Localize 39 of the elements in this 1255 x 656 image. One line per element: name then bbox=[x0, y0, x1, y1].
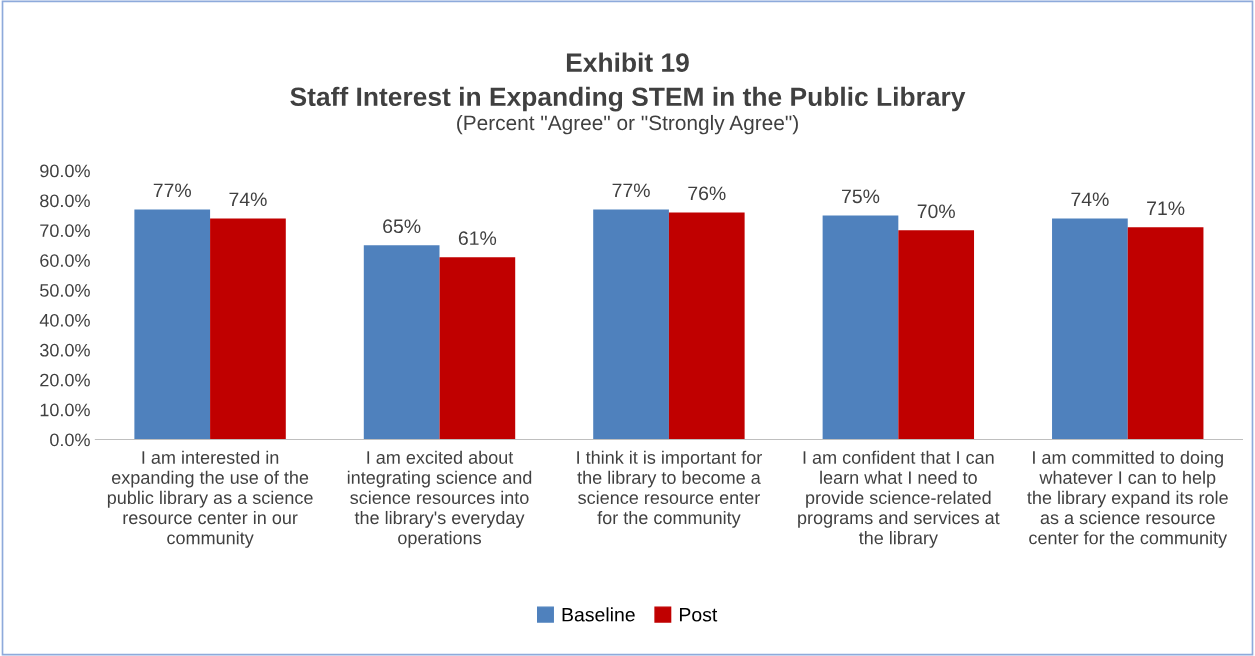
y-tick-label: 70.0% bbox=[40, 224, 90, 238]
legend-label: Post bbox=[679, 607, 718, 622]
x-tick-label: I am confident that I can learn what I need to provide science-related programs and services at the library bbox=[798, 450, 1000, 548]
bar bbox=[898, 230, 975, 440]
x-tick-label: I think it is important for the library to become a science resource enter for the community bbox=[577, 450, 762, 528]
data-label: 71% bbox=[1147, 201, 1185, 216]
x-tick-label: I am interested in expanding the use of the public library as a science resource center in our community bbox=[107, 450, 313, 548]
data-label: 77% bbox=[153, 183, 191, 198]
y-tick-label: 80.0% bbox=[40, 194, 90, 208]
data-label: 61% bbox=[458, 231, 497, 246]
bar bbox=[593, 209, 669, 440]
data-label: 70% bbox=[917, 204, 955, 219]
y-tick-label: 90.0% bbox=[40, 164, 90, 178]
chart-title: Exhibit 19 Staff Interest in Expanding STEM in the Public Library bbox=[290, 52, 966, 112]
bar bbox=[1127, 227, 1204, 440]
bar bbox=[822, 215, 899, 440]
bar bbox=[1052, 218, 1128, 440]
bar bbox=[439, 257, 516, 440]
y-tick-label: 0.0% bbox=[50, 433, 90, 447]
x-tick-label: I am committed to doing whatever I can to help the library expand its role as a science resource center for the community bbox=[1027, 450, 1228, 548]
legend-label: Baseline bbox=[562, 607, 635, 622]
bar bbox=[668, 212, 745, 440]
bar bbox=[210, 218, 286, 440]
data-label: 76% bbox=[688, 186, 726, 201]
y-tick-label: 50.0% bbox=[40, 284, 90, 297]
y-tick-label: 20.0% bbox=[40, 373, 90, 387]
x-tick-label: I am excited about integrating science and science resources into the library's everyday operations bbox=[347, 450, 532, 548]
data-label: 74% bbox=[1071, 192, 1109, 207]
y-tick-label: 40.0% bbox=[39, 313, 90, 327]
bar bbox=[363, 245, 440, 440]
y-tick-label: 60.0% bbox=[40, 254, 90, 267]
data-label: 75% bbox=[842, 189, 880, 204]
bar bbox=[134, 209, 211, 440]
y-tick-label: 30.0% bbox=[40, 343, 90, 357]
data-label: 77% bbox=[612, 183, 650, 198]
data-label: 74% bbox=[229, 192, 267, 207]
y-tick-label: 10.0% bbox=[40, 403, 90, 417]
data-label: 65% bbox=[383, 219, 421, 234]
chart-subtitle: (Percent "Agree" or "Strongly Agree") bbox=[457, 114, 798, 135]
